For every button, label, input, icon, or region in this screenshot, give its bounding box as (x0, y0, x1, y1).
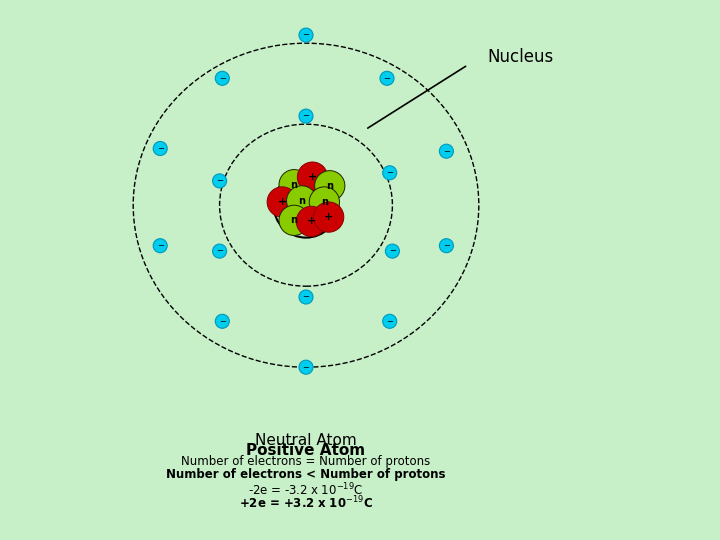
Text: +: + (308, 172, 317, 182)
Circle shape (279, 170, 310, 200)
Text: −: − (219, 317, 226, 326)
Text: n: n (291, 215, 297, 225)
Text: Positive Atom: Positive Atom (246, 443, 366, 458)
Text: −: − (443, 241, 450, 250)
Text: Number of electrons < Number of protons: Number of electrons < Number of protons (166, 468, 446, 481)
Text: −: − (219, 74, 226, 83)
Text: +: + (307, 217, 316, 226)
Circle shape (215, 314, 230, 328)
Text: −: − (386, 168, 393, 177)
Text: −: − (389, 247, 396, 255)
Circle shape (215, 71, 230, 85)
Circle shape (153, 141, 167, 156)
Circle shape (385, 244, 400, 258)
Text: −: − (302, 112, 310, 120)
Circle shape (287, 186, 317, 216)
Text: −: − (386, 317, 393, 326)
Text: +2e = +3.2 x 10$^{-19}$C: +2e = +3.2 x 10$^{-19}$C (239, 495, 373, 511)
Text: −: − (216, 247, 223, 255)
Circle shape (439, 239, 454, 253)
Text: Nucleus: Nucleus (487, 48, 553, 66)
Circle shape (297, 206, 327, 237)
Text: Neutral Atom: Neutral Atom (255, 433, 357, 448)
Text: −: − (302, 31, 310, 39)
Text: n: n (321, 197, 328, 207)
Circle shape (380, 71, 394, 85)
Circle shape (299, 109, 313, 123)
Text: −: − (384, 74, 390, 83)
Text: Number of electrons = Number of protons: Number of electrons = Number of protons (181, 455, 431, 468)
Circle shape (383, 166, 397, 180)
Text: −: − (157, 241, 163, 250)
Circle shape (299, 290, 313, 304)
Circle shape (310, 187, 340, 217)
Circle shape (383, 314, 397, 328)
Text: −: − (302, 363, 310, 372)
Circle shape (315, 171, 345, 201)
Text: −: − (216, 177, 223, 185)
Circle shape (299, 28, 313, 42)
Circle shape (297, 162, 328, 192)
Text: −: − (157, 144, 163, 153)
Circle shape (279, 205, 310, 235)
Text: −: − (302, 293, 310, 301)
Text: n: n (298, 196, 305, 206)
Circle shape (299, 360, 313, 374)
Circle shape (439, 144, 454, 158)
Circle shape (212, 244, 227, 258)
Circle shape (153, 239, 167, 253)
Text: n: n (291, 180, 297, 190)
Text: n: n (326, 181, 333, 191)
Text: −: − (443, 147, 450, 156)
Text: +: + (278, 197, 287, 207)
Text: +: + (324, 212, 333, 222)
Circle shape (267, 187, 297, 217)
Circle shape (313, 202, 344, 232)
Text: -2e = -3.2 x 10$^{-19}$C: -2e = -3.2 x 10$^{-19}$C (248, 482, 364, 498)
Circle shape (212, 174, 227, 188)
